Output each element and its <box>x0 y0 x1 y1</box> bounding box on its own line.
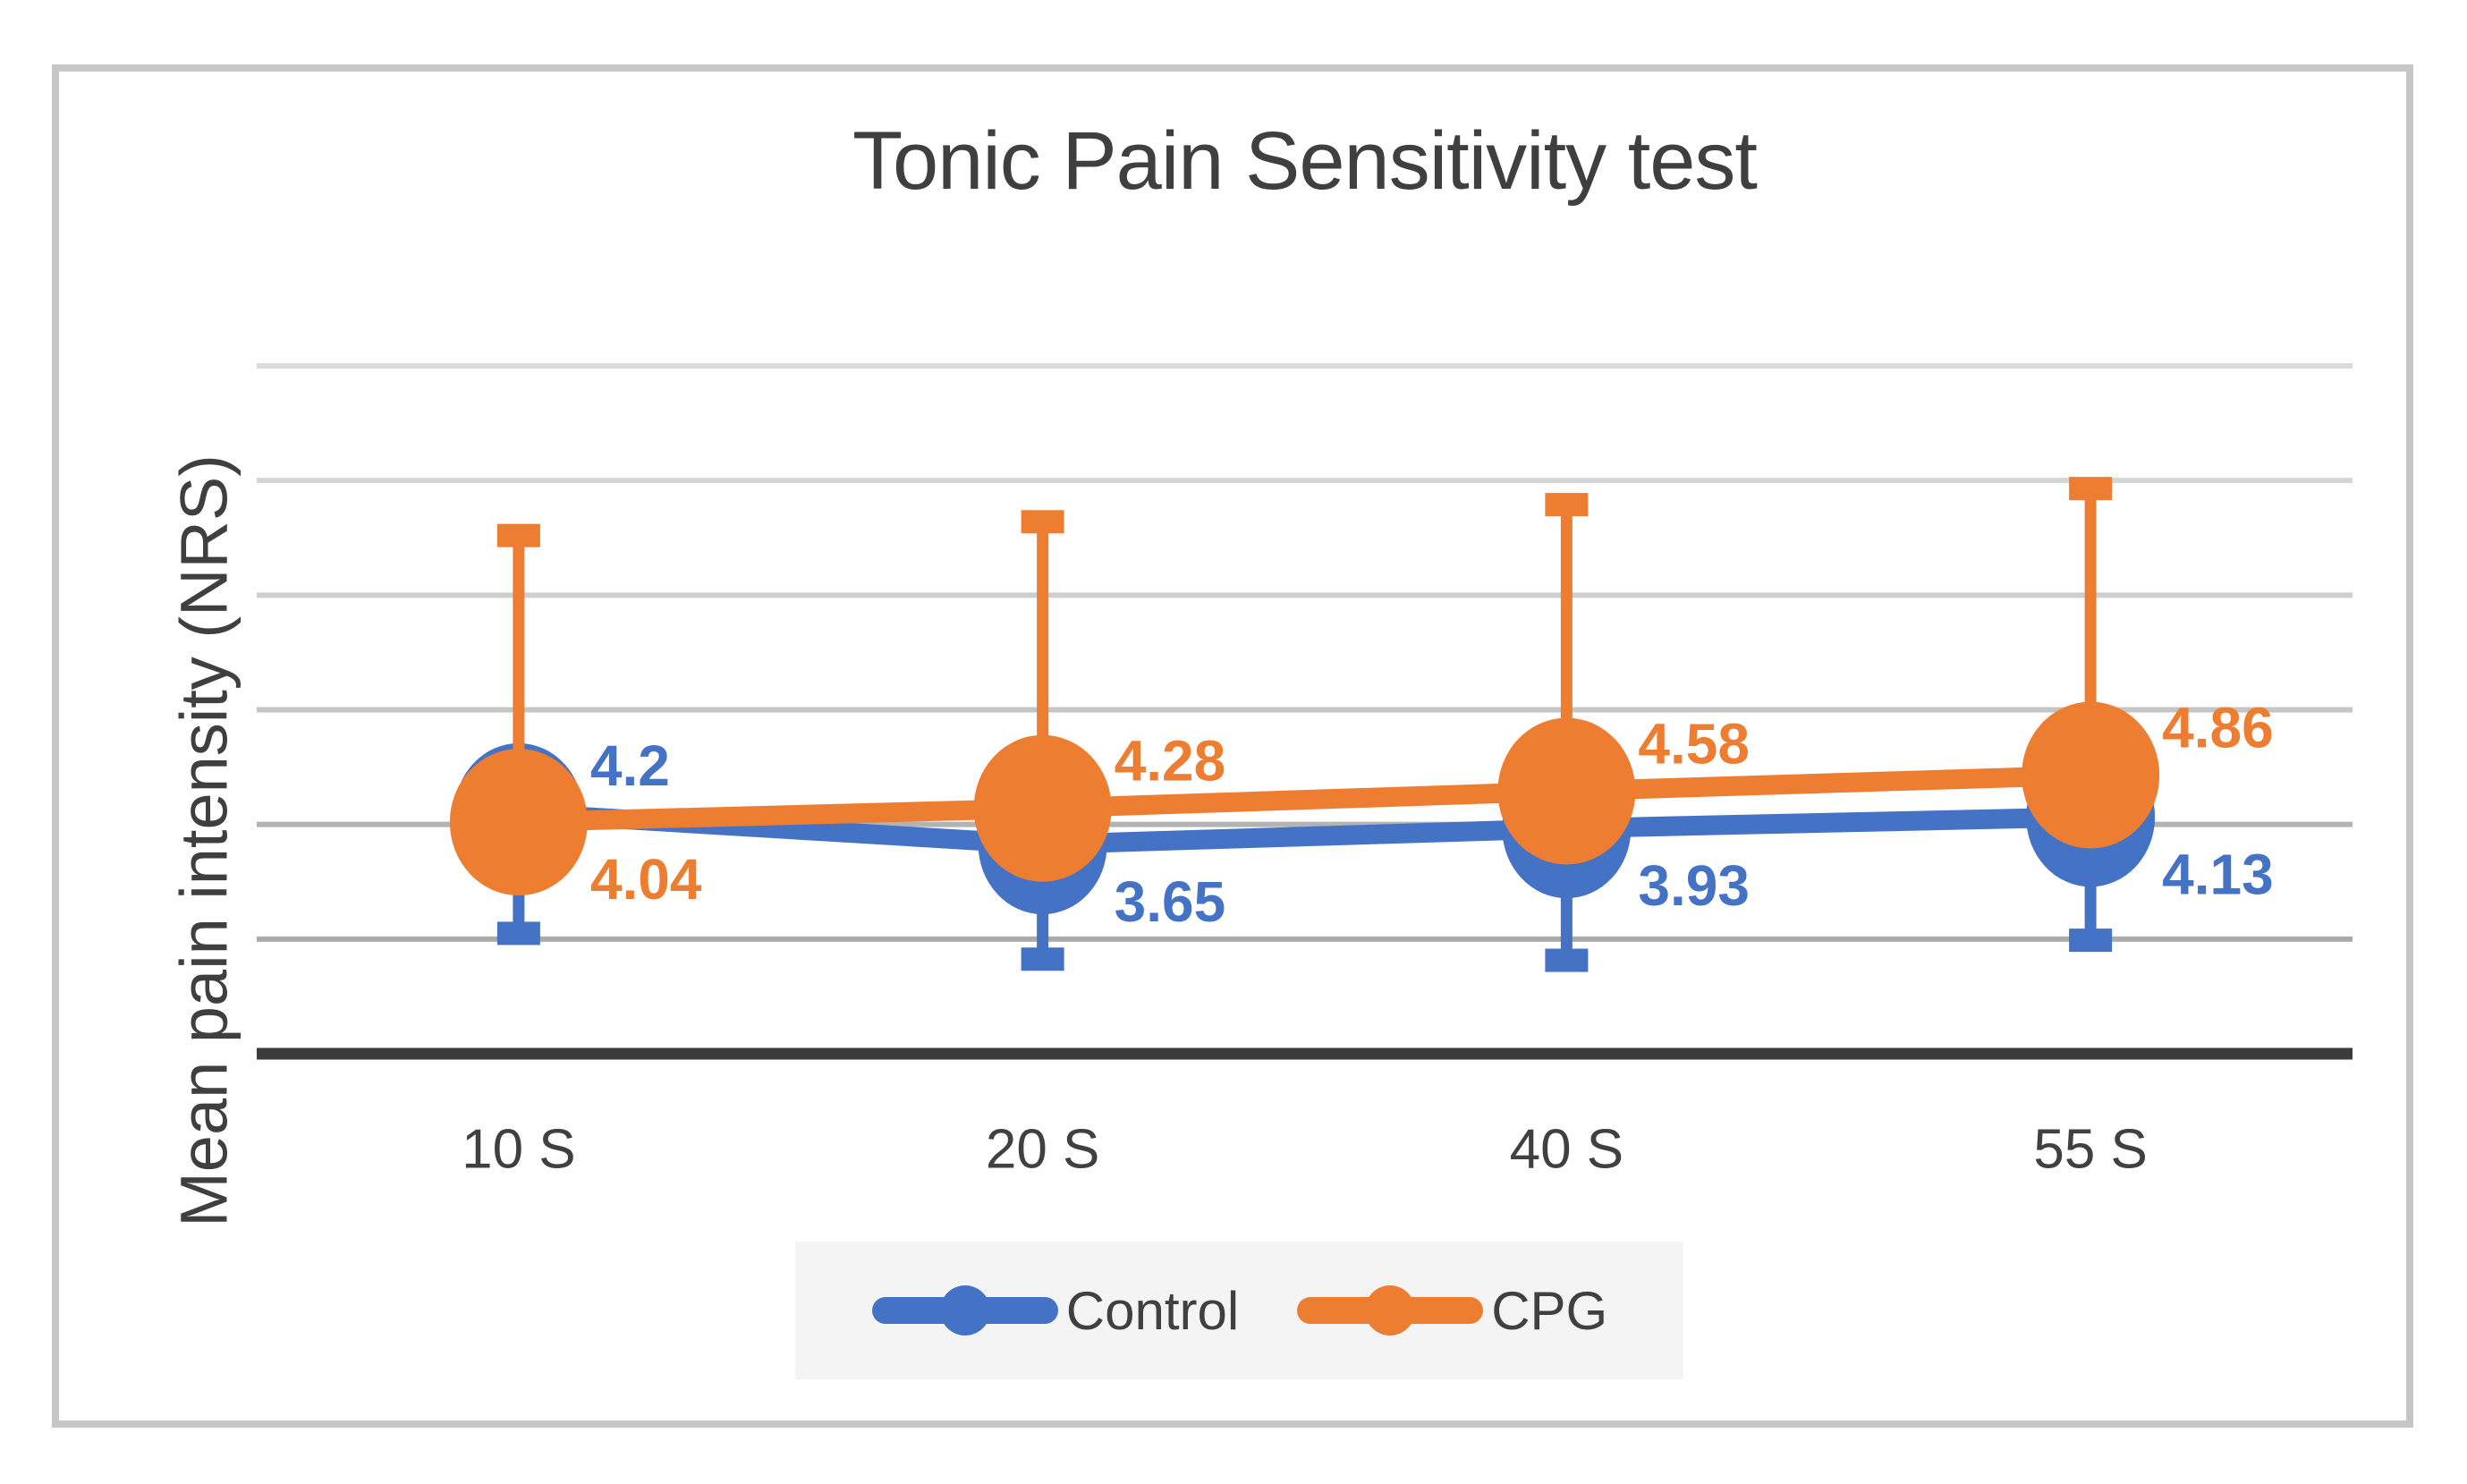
cpg-marker <box>449 749 588 896</box>
cpg-series-line <box>508 765 2101 833</box>
x-tick-label: 20 S <box>986 1119 1100 1181</box>
figure-border <box>52 64 2413 1428</box>
legend-label-control: Control <box>1065 1280 1240 1341</box>
cpg-error-cap <box>496 523 540 547</box>
legend-item-cpg: CPG <box>1296 1273 1607 1348</box>
x-tick-label: 10 S <box>462 1119 576 1181</box>
control-series-line <box>508 802 2101 855</box>
legend: Control CPG <box>795 1242 1683 1379</box>
x-tick-labels-group: 10 S 20 S 40 S 55 S <box>462 1119 2148 1181</box>
cpg-data-label: 4.04 <box>590 847 702 912</box>
control-data-label: 3.93 <box>1638 853 1750 918</box>
legend-item-control: Control <box>871 1273 1239 1348</box>
cpg-error-cap <box>2069 477 2113 501</box>
cpg-marker <box>2022 701 2160 849</box>
data-labels-group: 4.2 3.65 3.93 4.13 4.04 4.28 4.58 4.86 <box>590 696 2274 935</box>
cpg-marker <box>1497 717 1636 865</box>
control-data-label: 4.13 <box>2162 842 2274 906</box>
control-error-cap <box>1021 947 1064 971</box>
cpg-data-label: 4.58 <box>1638 711 1750 776</box>
control-legend-marker-icon <box>871 1285 1058 1336</box>
cpg-error-cap <box>1021 510 1064 534</box>
chart-title: Tonic Pain Sensitivity test <box>852 115 1758 207</box>
control-error-cap <box>1545 948 1589 972</box>
gridlines-group <box>257 363 2353 942</box>
cpg-data-label: 4.86 <box>2162 696 2274 760</box>
cpg-legend-marker-icon <box>1297 1285 1484 1336</box>
cpg-series-group <box>449 477 2160 896</box>
legend-label-cpg: CPG <box>1491 1280 1608 1341</box>
control-data-label: 4.2 <box>590 734 670 798</box>
control-error-cap <box>2069 929 2113 953</box>
x-tick-label: 40 S <box>1510 1119 1624 1181</box>
cpg-marker <box>973 734 1112 882</box>
cpg-data-label: 4.28 <box>1115 729 1226 793</box>
control-data-label: 3.65 <box>1115 869 1226 934</box>
x-tick-label: 55 S <box>2033 1119 2148 1181</box>
cpg-error-cap <box>1545 493 1589 517</box>
control-error-cap <box>496 921 540 946</box>
